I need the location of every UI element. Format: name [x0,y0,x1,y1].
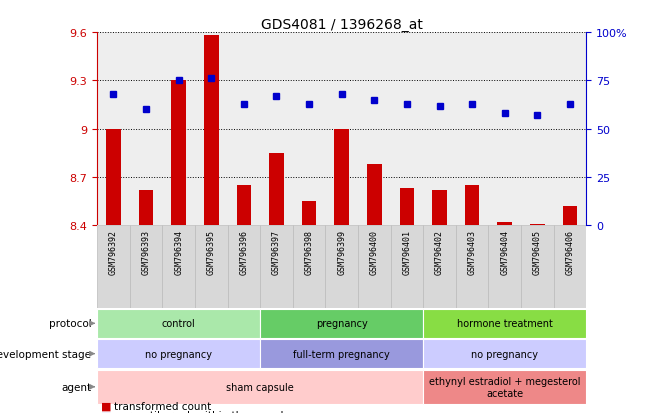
Bar [293,226,326,309]
Text: GSM796404: GSM796404 [500,230,509,275]
Bar [162,33,195,226]
Bar [97,33,130,226]
Bar [260,339,423,368]
Text: development stage: development stage [0,349,91,359]
Bar [423,309,586,338]
Bar [260,309,423,338]
Text: no pregnancy: no pregnancy [145,349,212,359]
Bar [269,154,284,226]
Bar [130,226,162,309]
Bar [326,226,358,309]
Text: GSM796400: GSM796400 [370,230,379,275]
Title: GDS4081 / 1396268_at: GDS4081 / 1396268_at [261,18,423,32]
Text: GSM796398: GSM796398 [305,230,314,275]
Text: GSM796393: GSM796393 [141,230,151,275]
Bar [326,33,358,226]
Bar [530,224,545,226]
Text: GSM796405: GSM796405 [533,230,542,275]
Bar [456,33,488,226]
Text: ■: ■ [100,401,111,411]
Text: full-term pregnancy: full-term pregnancy [293,349,390,359]
Bar [553,33,586,226]
Bar [106,129,121,226]
Text: GSM796396: GSM796396 [239,230,249,275]
Text: GSM796395: GSM796395 [207,230,216,275]
Text: GSM796394: GSM796394 [174,230,183,275]
Bar [521,33,553,226]
Text: pregnancy: pregnancy [316,318,368,328]
Bar [391,33,423,226]
Bar [367,165,382,226]
Text: GSM796392: GSM796392 [109,230,118,275]
Bar [423,339,586,368]
Bar [391,226,423,309]
Bar [423,33,456,226]
Text: no pregnancy: no pregnancy [471,349,538,359]
Bar [423,226,456,309]
Text: GSM796399: GSM796399 [337,230,346,275]
Text: ethynyl estradiol + megesterol
acetate: ethynyl estradiol + megesterol acetate [429,376,580,398]
Bar [97,226,130,309]
Bar [488,226,521,309]
Bar [260,226,293,309]
Text: GSM796406: GSM796406 [565,230,574,275]
Bar [358,226,391,309]
Bar [456,226,488,309]
Bar [97,309,260,338]
Text: agent: agent [61,382,91,392]
Text: GSM796402: GSM796402 [435,230,444,275]
Text: GSM796403: GSM796403 [468,230,476,275]
Text: ■: ■ [100,411,111,413]
Text: transformed count: transformed count [114,401,211,411]
Bar [228,226,260,309]
Bar [260,33,293,226]
Bar [204,36,218,226]
Bar [97,339,260,368]
Text: GSM796401: GSM796401 [403,230,411,275]
Bar [432,190,447,226]
Bar [488,33,521,226]
Text: hormone treatment: hormone treatment [457,318,553,328]
Bar [465,185,480,226]
Bar [399,189,414,226]
Bar [521,226,553,309]
Bar [334,129,349,226]
Bar [195,226,228,309]
Bar [563,206,578,226]
Bar [228,33,260,226]
Bar [195,33,228,226]
Text: GSM796397: GSM796397 [272,230,281,275]
Bar [293,33,326,226]
Bar [162,226,195,309]
Bar [237,185,251,226]
Text: control: control [161,318,196,328]
Text: sham capsule: sham capsule [226,382,294,392]
Bar [497,223,512,226]
Text: protocol: protocol [48,318,91,328]
Bar [97,370,423,404]
Text: percentile rank within the sample: percentile rank within the sample [114,411,289,413]
Bar [172,81,186,226]
Bar [139,190,153,226]
Bar [130,33,162,226]
Bar [553,226,586,309]
Bar [302,202,316,226]
Bar [358,33,391,226]
Bar [423,370,586,404]
